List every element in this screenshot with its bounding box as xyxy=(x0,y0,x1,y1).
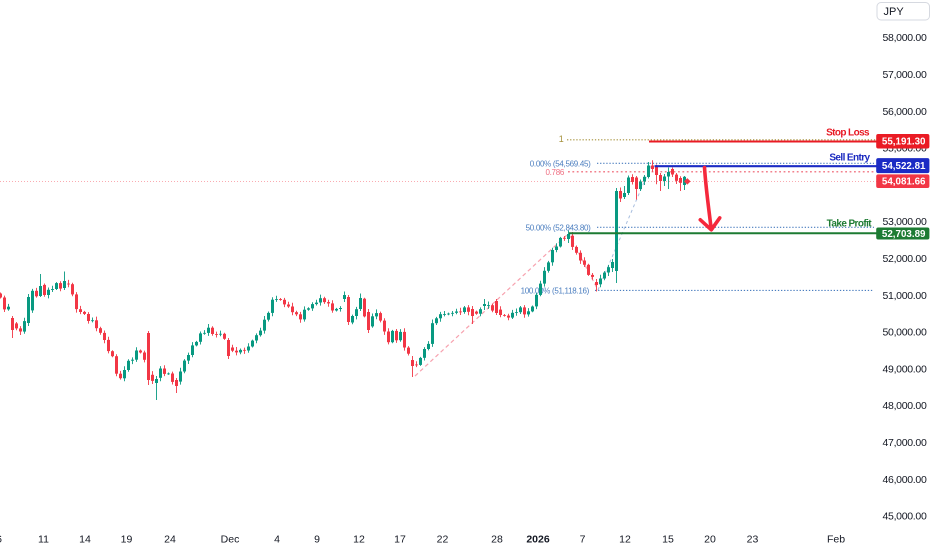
svg-text:Feb: Feb xyxy=(827,534,845,546)
svg-text:9: 9 xyxy=(314,534,320,546)
svg-text:Sell Entry: Sell Entry xyxy=(829,152,870,163)
svg-text:56,000.00: 56,000.00 xyxy=(882,106,926,118)
svg-text:0.786: 0.786 xyxy=(545,168,564,177)
svg-text:0.00% (54,569.45): 0.00% (54,569.45) xyxy=(530,159,591,168)
svg-text:12: 12 xyxy=(353,534,365,546)
svg-text:4: 4 xyxy=(274,534,280,546)
svg-text:JPY: JPY xyxy=(884,6,905,18)
svg-text:1: 1 xyxy=(559,134,564,144)
svg-text:12: 12 xyxy=(619,534,631,546)
svg-text:7: 7 xyxy=(580,534,586,546)
svg-text:49,000.00: 49,000.00 xyxy=(882,363,926,375)
svg-text:45,000.00: 45,000.00 xyxy=(882,511,926,523)
svg-text:19: 19 xyxy=(121,534,133,546)
svg-text:15: 15 xyxy=(662,534,674,546)
svg-text:52,703.89: 52,703.89 xyxy=(882,229,926,240)
svg-text:23: 23 xyxy=(747,534,759,546)
svg-text:Dec: Dec xyxy=(221,534,240,546)
svg-text:51,000.00: 51,000.00 xyxy=(882,290,926,302)
svg-text:2026: 2026 xyxy=(526,534,550,546)
svg-text:57,000.00: 57,000.00 xyxy=(882,69,926,81)
svg-text:52,000.00: 52,000.00 xyxy=(882,253,926,265)
svg-text:11: 11 xyxy=(38,534,49,546)
svg-text:17: 17 xyxy=(394,534,406,546)
svg-text:24: 24 xyxy=(164,534,176,546)
svg-text:47,000.00: 47,000.00 xyxy=(882,437,926,449)
svg-text:58,000.00: 58,000.00 xyxy=(882,32,926,44)
svg-text:48,000.00: 48,000.00 xyxy=(882,400,926,412)
svg-text:53,000.00: 53,000.00 xyxy=(882,216,926,228)
svg-text:100.00% (51,118.16): 100.00% (51,118.16) xyxy=(521,287,590,296)
svg-text:55,191.30: 55,191.30 xyxy=(882,137,926,148)
svg-text:46,000.00: 46,000.00 xyxy=(882,474,926,486)
svg-text:50,000.00: 50,000.00 xyxy=(882,327,926,339)
svg-text:Stop Loss: Stop Loss xyxy=(826,128,870,139)
svg-text:28: 28 xyxy=(491,534,503,546)
svg-text:22: 22 xyxy=(437,534,449,546)
svg-text:54,081.66: 54,081.66 xyxy=(882,177,926,188)
svg-text:6: 6 xyxy=(0,534,2,546)
svg-text:54,522.81: 54,522.81 xyxy=(882,161,926,172)
svg-text:Take Profit: Take Profit xyxy=(827,219,873,230)
svg-text:50.00% (52,843.80): 50.00% (52,843.80) xyxy=(526,223,592,232)
svg-text:20: 20 xyxy=(704,534,716,546)
svg-text:14: 14 xyxy=(79,534,91,546)
